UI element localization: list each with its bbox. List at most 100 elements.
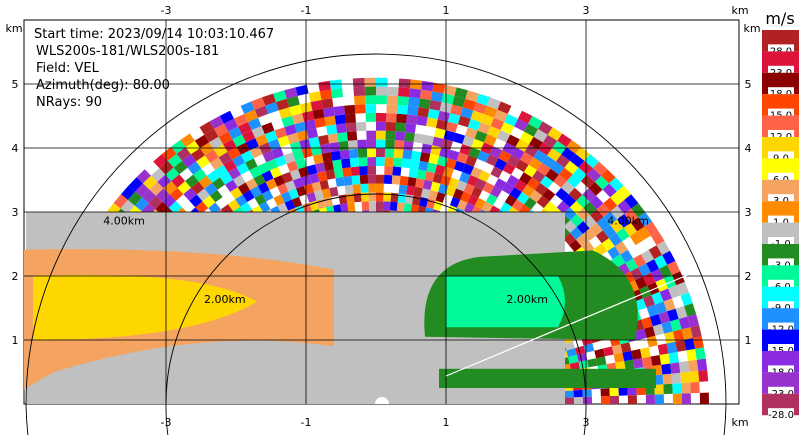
range-gate — [699, 392, 709, 404]
range-gate — [209, 157, 224, 170]
range-gate — [655, 301, 667, 315]
range-gate — [148, 195, 163, 210]
range-gate — [309, 172, 320, 184]
range-gate — [582, 396, 592, 404]
y-tick-label-left: 1 — [12, 334, 19, 347]
range-gate — [556, 200, 570, 214]
x-tick-label-bottom: 1 — [443, 416, 450, 429]
range-gate — [542, 188, 556, 202]
right-low-band — [439, 368, 656, 388]
range-gate — [376, 77, 388, 87]
range-gate — [384, 166, 393, 176]
range-gate — [261, 190, 274, 202]
info-field: Field: VEL — [36, 61, 100, 76]
range-gate — [450, 104, 463, 116]
range-gate — [247, 117, 262, 130]
range-gate — [494, 178, 507, 191]
range-gate — [463, 183, 475, 195]
range-gate — [624, 359, 635, 370]
range-gate — [386, 113, 397, 123]
range-gate — [658, 311, 671, 324]
range-gate — [204, 149, 219, 163]
range-gate — [641, 316, 653, 329]
range-gate — [199, 121, 214, 135]
range-gate — [254, 105, 269, 118]
range-gate — [212, 177, 225, 190]
range-gate — [389, 201, 398, 211]
range-gate — [329, 142, 340, 153]
range-gate — [663, 274, 677, 289]
range-gate — [672, 383, 682, 394]
range-gate — [376, 148, 386, 158]
range-gate — [566, 348, 577, 358]
range-gate — [176, 147, 191, 161]
range-gate — [515, 159, 529, 173]
range-gate — [204, 182, 218, 196]
range-gate — [432, 172, 443, 184]
range-gate — [312, 108, 325, 120]
range-gate — [659, 353, 671, 365]
range-gate — [631, 349, 642, 360]
range-gate — [528, 157, 543, 170]
range-gate — [502, 162, 516, 175]
range-gate — [141, 189, 156, 204]
range-gate — [289, 104, 302, 116]
range-gate — [689, 370, 700, 383]
range-gate — [398, 184, 408, 195]
range-gate — [624, 194, 639, 209]
range-gate — [576, 221, 590, 234]
range-gate — [249, 146, 263, 159]
range-gate — [675, 339, 687, 352]
range-gate — [542, 155, 556, 169]
range-gate — [418, 160, 429, 172]
velocity-field — [24, 77, 709, 404]
range-gate — [251, 126, 265, 139]
range-gate — [430, 91, 444, 102]
colorbar-label-bg — [768, 408, 794, 421]
range-gate — [337, 132, 348, 142]
range-gate — [367, 165, 376, 175]
y-tick-label-left: 3 — [12, 206, 19, 219]
range-gate — [448, 177, 460, 189]
range-gate — [483, 134, 497, 147]
range-gate — [281, 171, 293, 184]
range-gate — [433, 200, 443, 212]
range-gate — [291, 196, 303, 208]
range-gate — [686, 348, 697, 361]
range-gate — [555, 187, 569, 201]
range-gate — [169, 187, 184, 201]
range-gate — [213, 144, 228, 158]
y-tick-label-right: 1 — [745, 334, 752, 347]
range-gate — [376, 130, 386, 140]
range-gate — [490, 166, 503, 179]
range-gate — [237, 122, 252, 135]
range-gate — [470, 166, 483, 179]
range-gate — [616, 227, 630, 242]
range-gate — [540, 175, 554, 189]
range-gate — [594, 175, 610, 190]
range-gate — [421, 80, 434, 92]
range-gate — [651, 291, 664, 305]
range-gate — [225, 179, 238, 192]
range-gate — [236, 142, 250, 155]
range-gate — [354, 104, 366, 114]
range-gate — [340, 203, 349, 213]
range-gate — [408, 88, 422, 99]
range-gate — [649, 314, 662, 327]
range-gate — [401, 158, 412, 169]
range-gate — [128, 177, 143, 192]
range-gate — [646, 335, 658, 348]
range-gate — [611, 344, 623, 355]
range-gate — [447, 113, 461, 125]
range-gate — [227, 147, 241, 160]
range-gate — [153, 154, 168, 168]
range-gate — [350, 166, 360, 176]
range-gate — [589, 222, 603, 236]
range-gate — [514, 179, 527, 192]
range-gate — [403, 203, 412, 213]
beam-line — [445, 268, 703, 377]
range-gate — [261, 122, 275, 135]
range-gate — [183, 187, 197, 201]
range-gate — [457, 115, 471, 128]
